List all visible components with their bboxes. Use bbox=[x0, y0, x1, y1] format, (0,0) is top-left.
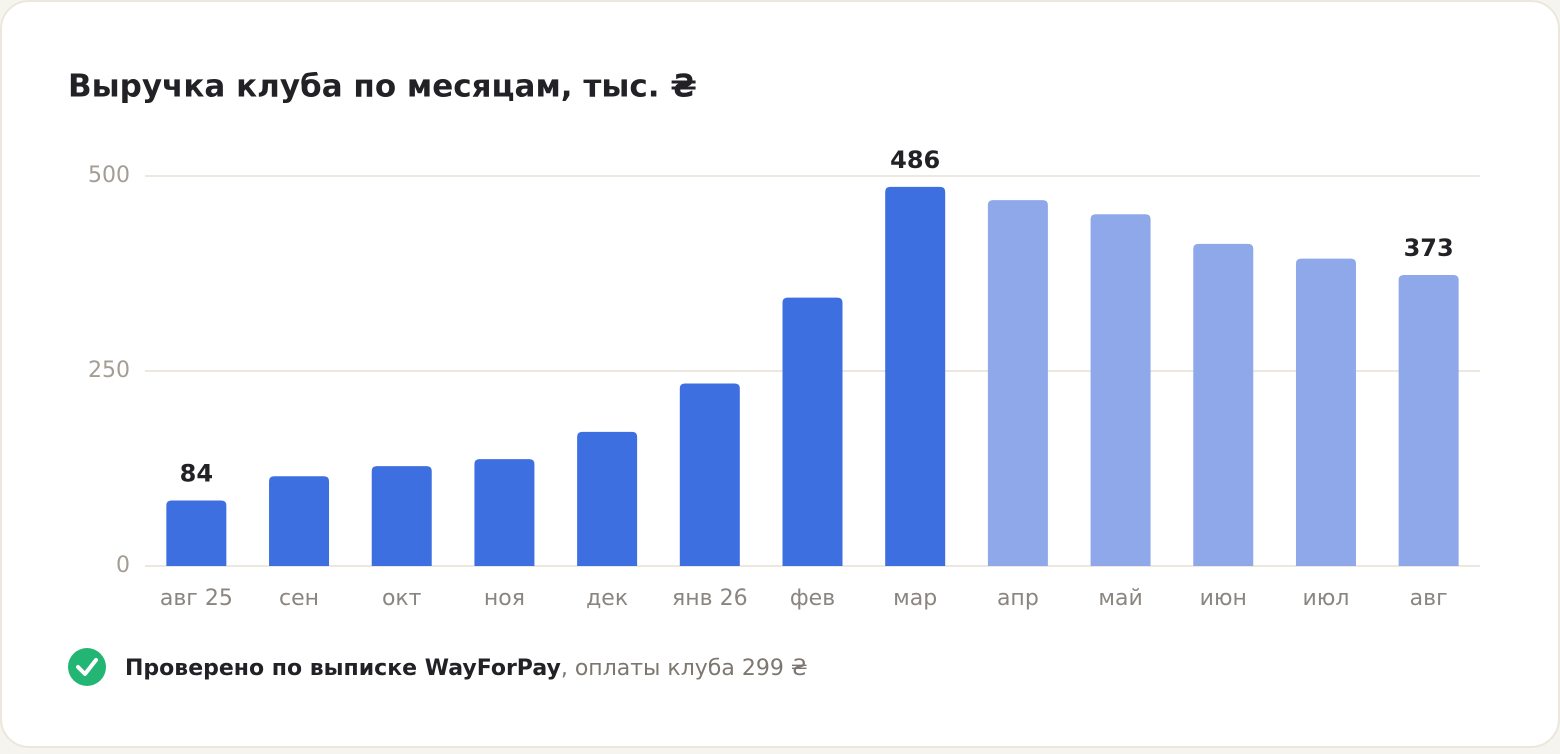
bar bbox=[577, 431, 638, 566]
value-label: 84 bbox=[180, 459, 213, 487]
x-tick-label: авг bbox=[1410, 586, 1448, 611]
bar bbox=[782, 297, 843, 566]
x-tick-label: сен bbox=[279, 586, 319, 611]
check-mark bbox=[76, 658, 98, 676]
footer-text: Проверено по выписке WayForPay, оплаты к… bbox=[125, 656, 808, 681]
bar bbox=[166, 500, 227, 566]
x-tick-label: июн bbox=[1200, 586, 1247, 611]
footer-rest: , оплаты клуба 299 ₴ bbox=[561, 656, 808, 681]
chart-title: Выручка клуба по месяцам, тыс. ₴ bbox=[68, 69, 697, 105]
footer-bold: Проверено по выписке WayForPay bbox=[125, 656, 561, 681]
value-label: 373 bbox=[1404, 234, 1454, 262]
bar bbox=[1090, 214, 1151, 566]
bar bbox=[1398, 275, 1459, 566]
x-tick-label: авг 25 bbox=[160, 586, 233, 611]
bar bbox=[679, 383, 740, 566]
bar bbox=[371, 466, 432, 566]
value-label: 486 bbox=[890, 146, 940, 174]
bar bbox=[269, 476, 330, 566]
x-tick-label: май bbox=[1098, 586, 1142, 611]
x-tick-label: янв 26 bbox=[672, 586, 748, 611]
bar bbox=[474, 459, 535, 566]
bar bbox=[885, 186, 946, 567]
x-tick-label: фев bbox=[790, 586, 835, 611]
y-tick-label: 500 bbox=[88, 163, 130, 188]
x-tick-label: окт bbox=[382, 586, 422, 611]
bar bbox=[1295, 258, 1356, 566]
check-icon bbox=[68, 648, 106, 686]
x-tick-label: апр bbox=[997, 586, 1039, 611]
x-tick-label: июл bbox=[1303, 586, 1350, 611]
x-tick-label: ноя bbox=[484, 586, 525, 611]
x-tick-label: дек bbox=[586, 586, 628, 611]
x-tick-label: мар bbox=[893, 586, 937, 611]
bar bbox=[987, 200, 1048, 566]
y-tick-label: 250 bbox=[88, 358, 130, 383]
y-tick-label: 0 bbox=[116, 553, 130, 578]
bar bbox=[1193, 243, 1254, 567]
footer: Проверено по выписке WayForPay, оплаты к… bbox=[68, 648, 808, 686]
